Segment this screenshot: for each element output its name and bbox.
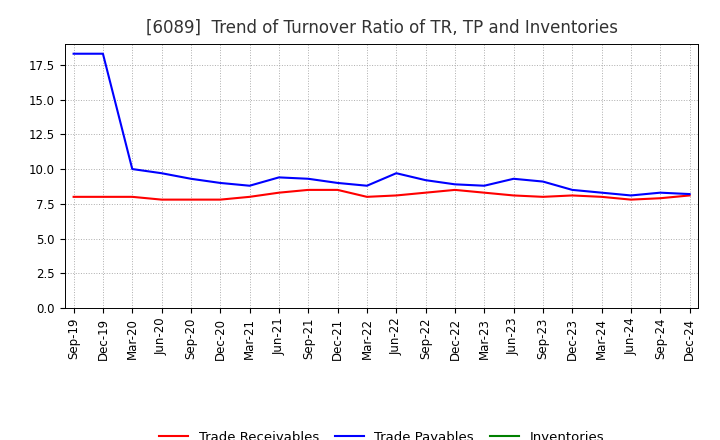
Trade Payables bbox=[186, 176, 195, 181]
Trade Receivables bbox=[304, 187, 312, 193]
Trade Receivables bbox=[568, 193, 577, 198]
Trade Payables bbox=[509, 176, 518, 181]
Trade Payables bbox=[421, 177, 430, 183]
Line: Trade Receivables: Trade Receivables bbox=[73, 190, 690, 200]
Trade Payables bbox=[568, 187, 577, 193]
Trade Payables bbox=[451, 182, 459, 187]
Trade Receivables bbox=[186, 197, 195, 202]
Trade Payables bbox=[99, 51, 107, 56]
Trade Receivables bbox=[128, 194, 137, 199]
Legend: Trade Receivables, Trade Payables, Inventories: Trade Receivables, Trade Payables, Inven… bbox=[154, 425, 609, 440]
Trade Receivables bbox=[392, 193, 400, 198]
Trade Payables bbox=[598, 190, 606, 195]
Trade Payables bbox=[304, 176, 312, 181]
Trade Receivables bbox=[598, 194, 606, 199]
Trade Receivables bbox=[685, 193, 694, 198]
Trade Receivables bbox=[333, 187, 342, 193]
Trade Payables bbox=[685, 191, 694, 197]
Trade Payables bbox=[216, 180, 225, 186]
Trade Payables bbox=[333, 180, 342, 186]
Trade Payables bbox=[480, 183, 489, 188]
Trade Payables bbox=[157, 171, 166, 176]
Trade Receivables bbox=[216, 197, 225, 202]
Trade Receivables bbox=[421, 190, 430, 195]
Trade Receivables bbox=[656, 196, 665, 201]
Trade Payables bbox=[363, 183, 372, 188]
Trade Receivables bbox=[451, 187, 459, 193]
Trade Payables bbox=[246, 183, 254, 188]
Title: [6089]  Trend of Turnover Ratio of TR, TP and Inventories: [6089] Trend of Turnover Ratio of TR, TP… bbox=[145, 19, 618, 37]
Trade Payables bbox=[392, 171, 400, 176]
Trade Payables bbox=[274, 175, 283, 180]
Trade Payables bbox=[128, 166, 137, 172]
Trade Payables bbox=[539, 179, 547, 184]
Trade Receivables bbox=[157, 197, 166, 202]
Trade Receivables bbox=[99, 194, 107, 199]
Trade Receivables bbox=[246, 194, 254, 199]
Trade Receivables bbox=[626, 197, 635, 202]
Trade Payables bbox=[626, 193, 635, 198]
Trade Receivables bbox=[539, 194, 547, 199]
Trade Receivables bbox=[69, 194, 78, 199]
Trade Receivables bbox=[480, 190, 489, 195]
Trade Receivables bbox=[363, 194, 372, 199]
Trade Receivables bbox=[274, 190, 283, 195]
Trade Payables bbox=[69, 51, 78, 56]
Trade Payables bbox=[656, 190, 665, 195]
Line: Trade Payables: Trade Payables bbox=[73, 54, 690, 195]
Trade Receivables bbox=[509, 193, 518, 198]
